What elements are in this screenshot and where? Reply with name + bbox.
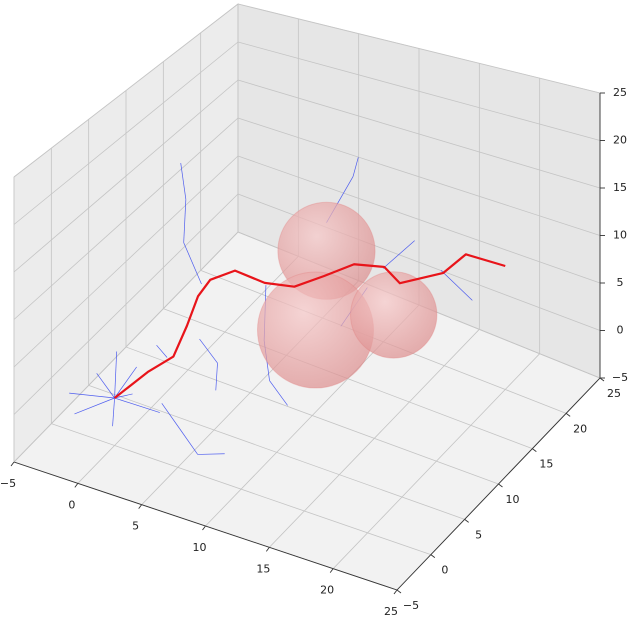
tree-edge	[114, 397, 160, 413]
y-tick-label: 25	[607, 387, 621, 400]
tick-mark	[138, 504, 143, 509]
tree-edge	[114, 366, 137, 399]
tree-edge	[74, 397, 115, 415]
tick-mark	[396, 589, 402, 594]
z-tick-label: −5	[612, 371, 628, 384]
grid-line	[13, 155, 239, 368]
tick-mark	[532, 448, 537, 453]
tree-edge	[69, 392, 115, 399]
grid-line	[13, 193, 239, 415]
x-tick-label: 0	[68, 498, 75, 511]
x-tick-label: −5	[0, 477, 16, 490]
tree-edge	[183, 242, 202, 285]
grid-line	[237, 79, 601, 189]
x-tick-label: 15	[256, 562, 270, 575]
y-tick-label: 10	[506, 493, 520, 506]
grid-line	[163, 308, 533, 450]
tree-edge	[183, 199, 187, 243]
tree-edge	[352, 157, 359, 177]
tree-edge	[179, 428, 198, 455]
y-tick-label: 15	[539, 458, 553, 471]
z-tick-label: 20	[613, 134, 627, 147]
grid-line	[13, 3, 239, 178]
z-tick-label: 10	[613, 229, 627, 242]
y-axis	[396, 377, 601, 591]
z-tick-label: 5	[617, 276, 624, 289]
tick-mark	[329, 568, 334, 573]
tick-mark	[10, 461, 15, 467]
tree-edge	[440, 269, 473, 301]
tick-mark	[565, 412, 571, 417]
tree-edge	[269, 380, 288, 406]
panes: −5 0 5 10 15 20 25 −5 0 5 10 15 20 25 −5 0 5 10 15 20 25	[0, 2, 628, 618]
tree-edge	[180, 163, 187, 200]
grid-line	[13, 117, 239, 320]
obstacle	[350, 271, 438, 359]
y-tick-label: 20	[573, 422, 587, 435]
tree-edge	[114, 351, 118, 399]
tree-edge	[114, 393, 133, 399]
grid-line	[237, 3, 601, 94]
tree-edge	[197, 453, 225, 455]
grid-line	[237, 117, 601, 236]
x-tick-label: 25	[384, 605, 398, 618]
tree-edge	[112, 397, 115, 427]
tree-edge	[96, 373, 115, 399]
grid-line	[237, 155, 601, 284]
tree-edge	[156, 344, 168, 358]
grid-line	[13, 79, 239, 273]
y-tick-label: 5	[475, 528, 482, 541]
x-tick-label: 10	[193, 541, 207, 554]
tick-mark	[498, 483, 503, 488]
tick-mark	[202, 525, 206, 531]
grid-line	[237, 41, 601, 141]
tick-mark	[599, 377, 605, 382]
tree-edge	[215, 363, 218, 391]
grid-line	[88, 384, 465, 520]
grid-line	[51, 423, 431, 556]
z-tick-label: 15	[613, 181, 627, 194]
path-line	[113, 253, 506, 399]
z-tick-label: 0	[617, 324, 624, 337]
y-tick-label: 0	[441, 564, 448, 577]
grid-line	[125, 346, 499, 485]
tree-edge	[199, 338, 218, 364]
tree-edge	[382, 240, 415, 269]
tick-mark	[464, 518, 469, 523]
grid-line	[13, 41, 239, 225]
grid-line	[13, 231, 239, 463]
y-tick-label: −5	[403, 599, 419, 612]
tick-mark	[393, 589, 398, 595]
x-tick-label: 5	[132, 520, 139, 533]
tree-edge	[161, 403, 180, 429]
marks	[69, 157, 506, 455]
z-tick-label: 25	[613, 86, 627, 99]
tick-mark	[74, 483, 79, 488]
x-tick-label: 20	[320, 584, 334, 597]
tick-mark	[265, 547, 270, 552]
tick-mark	[430, 554, 436, 559]
x-axis	[13, 461, 398, 591]
